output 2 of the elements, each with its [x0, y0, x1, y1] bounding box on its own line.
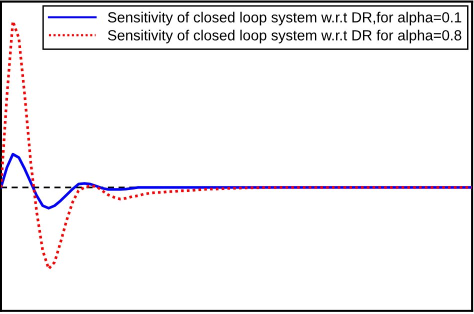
- legend-label: Sensitivity of closed loop system w.r.t DR for alpha=0.8: [108, 30, 462, 44]
- legend-label: Sensitivity of closed loop system w.r.t DR,for alpha=0.1: [108, 12, 462, 26]
